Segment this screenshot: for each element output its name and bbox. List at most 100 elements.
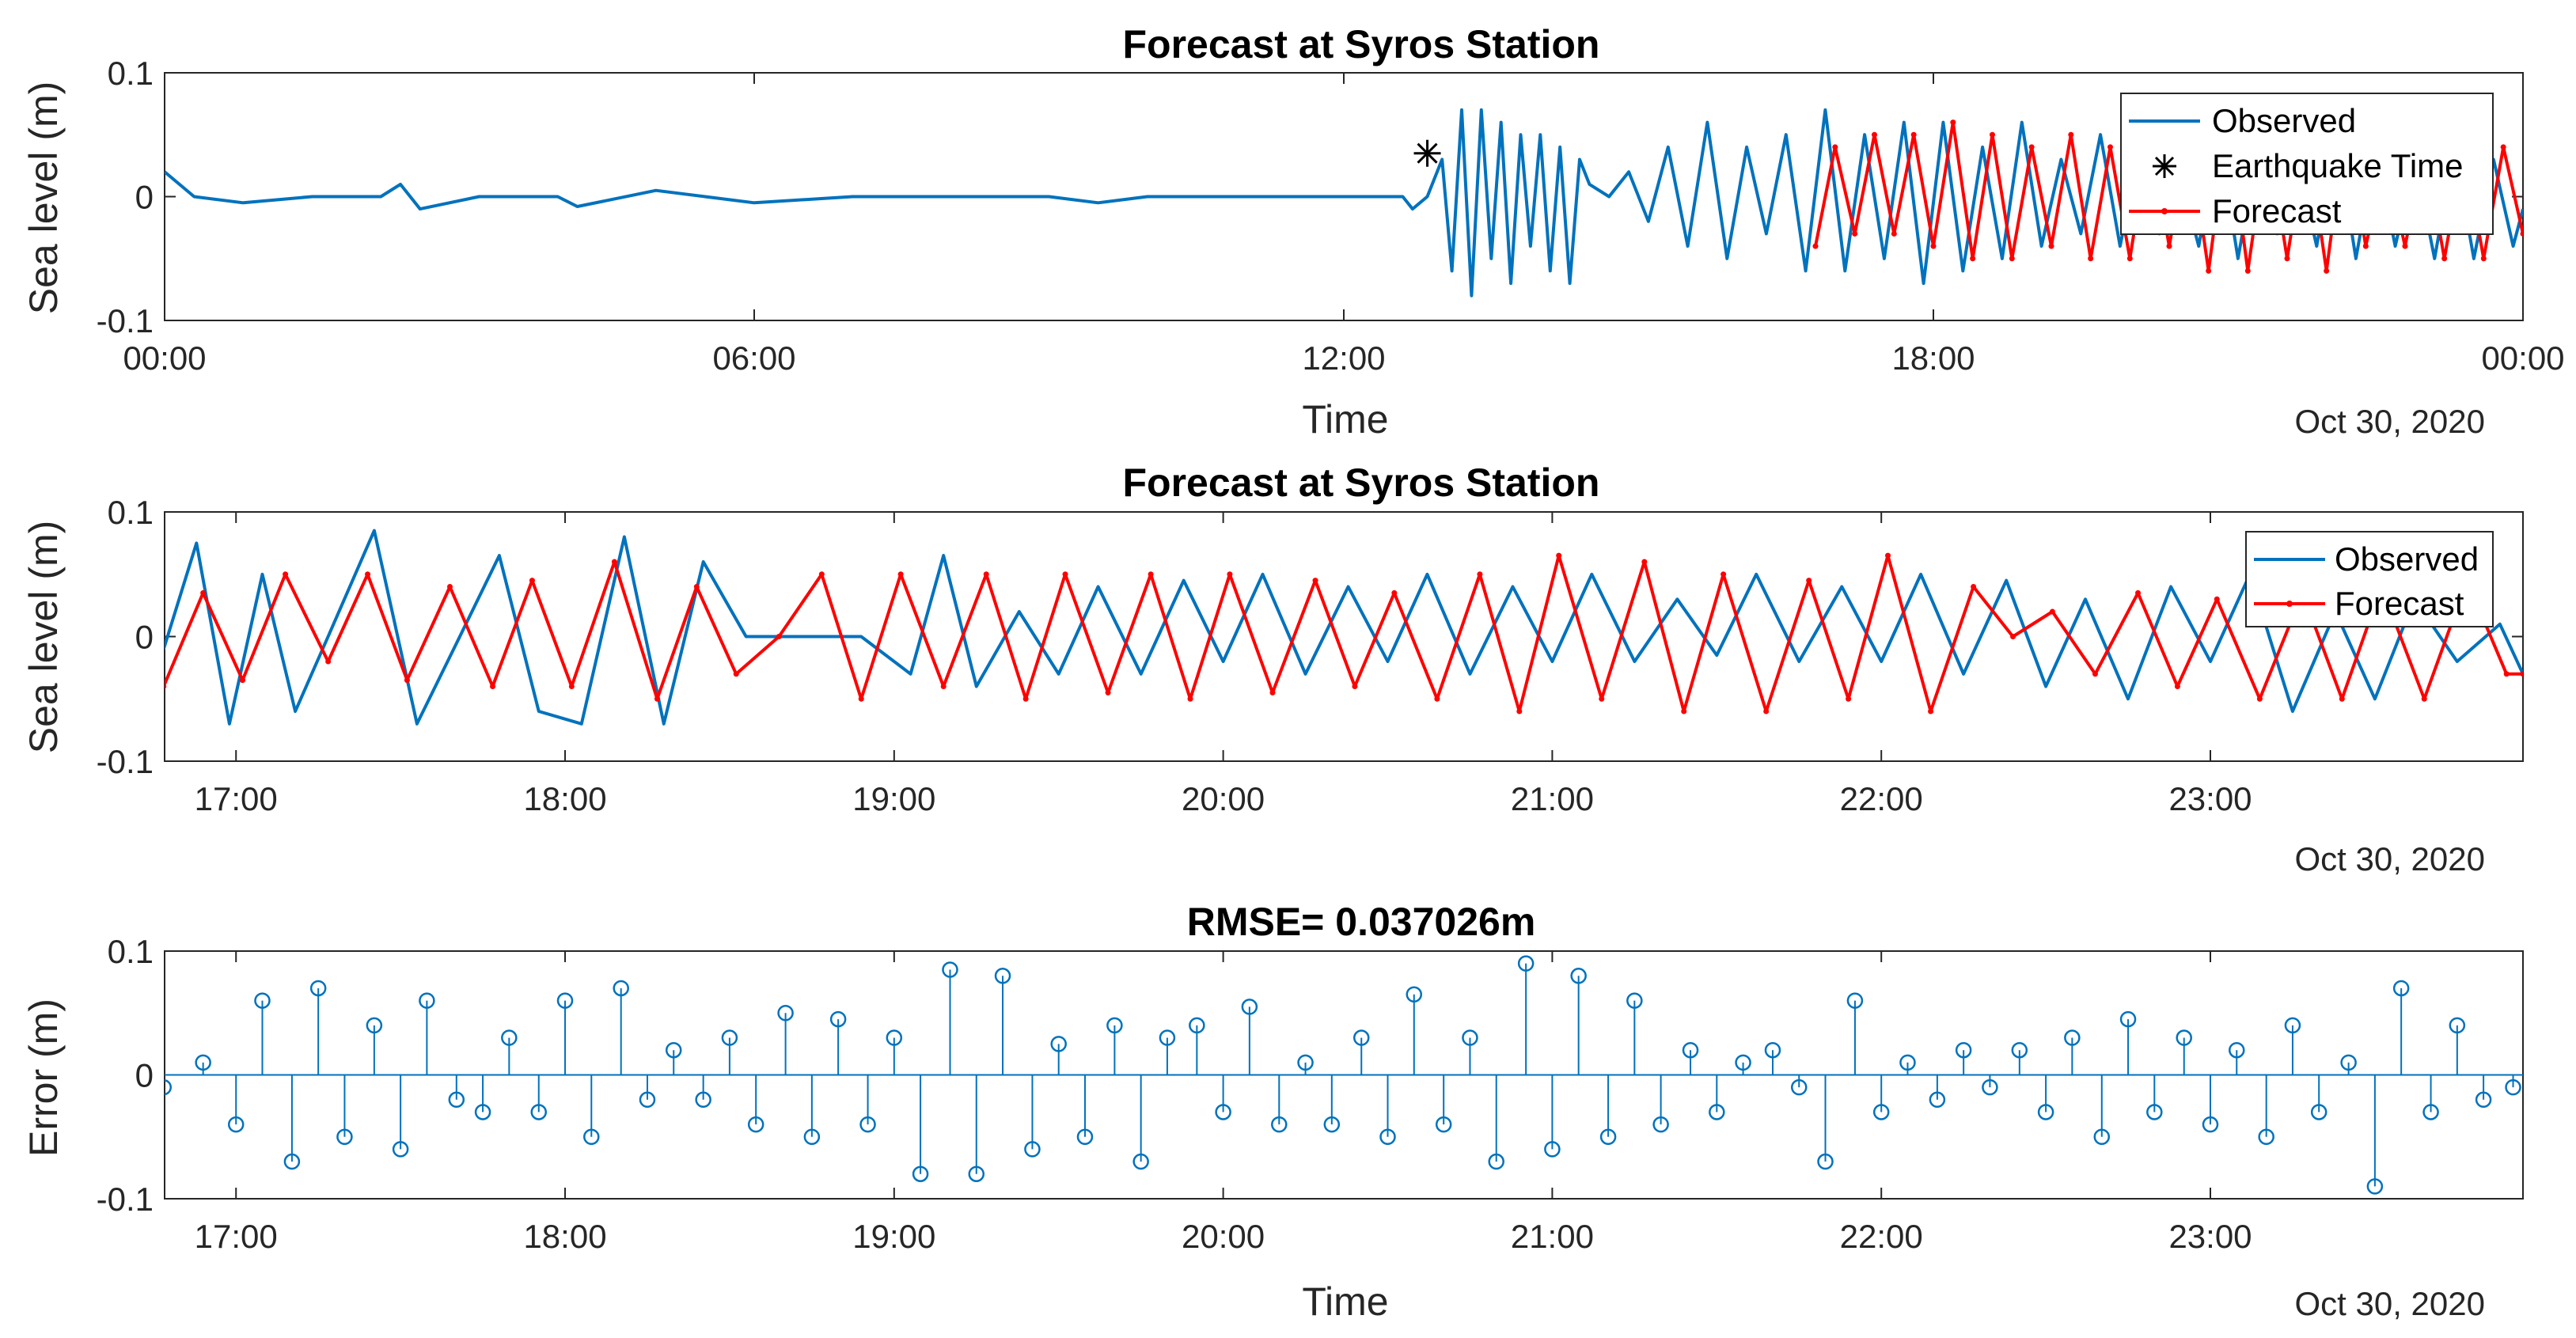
error-point <box>639 1091 656 1109</box>
error-point <box>968 1166 985 1182</box>
zoom-forecast-point <box>365 571 371 578</box>
error-point <box>1323 1116 1341 1133</box>
zoom-forecast-point <box>776 634 782 639</box>
error-point <box>2176 1029 2192 1046</box>
zoom-legend: Observed Forecast <box>2245 531 2494 627</box>
overview-xtick-label: 18:00 <box>1891 339 1975 377</box>
error-point <box>1791 1078 1808 1096</box>
zoom-forecast-point <box>2092 671 2098 677</box>
zoom-forecast-point <box>490 684 496 689</box>
zoom-forecast-point <box>1187 696 1193 702</box>
overview-forecast-point <box>1910 131 1917 138</box>
overview-xtick-label: 06:00 <box>712 339 795 377</box>
error-point <box>1872 1104 1890 1120</box>
error-point <box>912 1166 929 1182</box>
zoom-legend-observed-label: Observed <box>2335 540 2479 578</box>
zoom-title: Forecast at Syros Station <box>1123 461 1600 505</box>
overview-forecast-point <box>2441 256 2448 262</box>
error-point <box>309 980 327 997</box>
panel-overview: Forecast at Syros Station Sea level (m) … <box>21 22 2565 442</box>
overview-forecast-point <box>2107 144 2113 150</box>
error-point <box>721 1029 738 1046</box>
error-point <box>336 1128 353 1145</box>
overview-forecast-point <box>2284 256 2290 262</box>
overview-ytick-label: -0.1 <box>97 302 154 339</box>
error-ytick-label: 0.1 <box>108 933 154 970</box>
error-point <box>474 1104 491 1120</box>
error-point <box>2011 1041 2028 1059</box>
overview-forecast-point <box>2206 267 2212 274</box>
error-point <box>2119 1010 2137 1028</box>
error-point <box>1735 1054 1751 1071</box>
overview-forecast-point <box>2500 144 2506 150</box>
zoom-forecast-point <box>1971 584 1977 589</box>
zoom-legend-box <box>2245 531 2494 627</box>
zoom-forecast-point <box>897 571 904 578</box>
error-point <box>1406 986 1423 1003</box>
error-xtick-label: 22:00 <box>1840 1218 1923 1255</box>
overview-xtick-label: 00:00 <box>123 339 206 377</box>
zoom-forecast-point <box>1434 696 1440 702</box>
error-date-label: Oct 30, 2020 <box>2295 1285 2486 1322</box>
error-title: RMSE= 0.037026m <box>1187 900 1536 944</box>
overview-ylabel: Sea level (m) <box>21 81 66 315</box>
zoom-axes-box <box>164 511 2524 762</box>
error-point <box>1682 1041 1699 1059</box>
error-point <box>254 992 271 1009</box>
error-point <box>2422 1104 2439 1120</box>
overview-forecast-point <box>2362 243 2369 249</box>
overview-forecast-point <box>1950 119 1956 126</box>
legend-earthquake-label: Earthquake Time <box>2212 147 2464 184</box>
error-point <box>1132 1153 1149 1170</box>
error-point <box>886 1029 903 1046</box>
error-ytick-label: 0 <box>135 1057 154 1094</box>
error-point <box>1241 999 1258 1015</box>
zoom-forecast-point <box>1641 559 1648 565</box>
overview-forecast-point <box>2166 243 2172 249</box>
overview-forecast-point <box>1872 131 1877 138</box>
error-point <box>2064 1029 2081 1046</box>
zoom-xtick-label: 23:00 <box>2168 780 2252 817</box>
error-point <box>1297 1054 1314 1071</box>
error-point <box>665 1041 682 1059</box>
overview-forecast-point <box>1970 256 1976 262</box>
overview-forecast-point <box>2244 267 2251 274</box>
zoom-forecast-point <box>1477 571 1483 578</box>
error-point <box>1352 1029 1370 1046</box>
earthquake-marker-d2 <box>1417 142 1438 164</box>
error-point <box>1929 1091 1946 1109</box>
error-point <box>2340 1054 2357 1071</box>
error-point <box>1709 1104 1725 1120</box>
overview-forecast-point <box>2088 256 2094 262</box>
zoom-forecast-point <box>325 658 332 665</box>
zoom-forecast-point <box>983 571 989 578</box>
error-point <box>1050 1036 1067 1052</box>
zoom-forecast-point <box>1148 571 1154 578</box>
error-point <box>1076 1128 1094 1145</box>
error-xtick-label: 23:00 <box>2168 1218 2252 1255</box>
overview-forecast-point <box>2028 144 2035 150</box>
zoom-legend-forecast-dot <box>2286 601 2293 607</box>
error-point <box>2449 1017 2466 1034</box>
overview-forecast-point <box>1832 144 1838 150</box>
zoom-forecast-point <box>200 589 207 596</box>
zoom-forecast-point <box>1391 589 1398 596</box>
zoom-forecast-point <box>654 696 660 702</box>
zoom-forecast-point <box>940 684 947 689</box>
zoom-forecast-point <box>1720 571 1727 578</box>
zoom-forecast-point <box>2520 671 2523 677</box>
zoom-forecast-point <box>2174 684 2180 689</box>
error-point <box>2037 1104 2054 1120</box>
error-point <box>501 1029 518 1046</box>
error-point <box>695 1091 711 1109</box>
error-point <box>195 1054 211 1071</box>
zoom-forecast-point <box>1599 696 1605 702</box>
zoom-forecast-point <box>693 584 700 589</box>
zoom-forecast-point <box>2503 671 2510 677</box>
error-point <box>1159 1029 1176 1046</box>
error-point <box>859 1116 876 1133</box>
zoom-forecast-point <box>2421 696 2427 702</box>
zoom-forecast-point <box>1928 708 1934 714</box>
error-point <box>1215 1104 1231 1120</box>
error-ylabel: Error (m) <box>21 999 66 1157</box>
